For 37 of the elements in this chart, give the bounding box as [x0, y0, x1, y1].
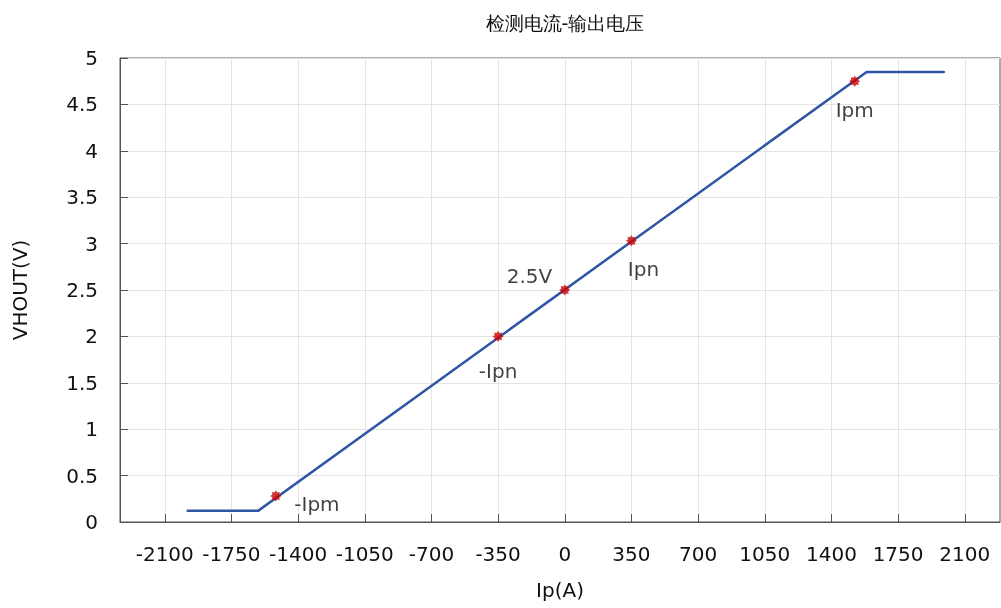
data-label: -Ipm	[294, 492, 340, 517]
y-tick-label: 0.5	[66, 463, 98, 488]
y-tick-label: 0	[85, 510, 98, 534]
x-tick-label: 700	[679, 542, 718, 566]
point	[849, 75, 861, 87]
x-tick-label: -1050	[335, 542, 394, 566]
x-tick-label: -1400	[269, 542, 328, 566]
x-tick-label: -700	[408, 542, 455, 566]
data-label: Ipm	[835, 97, 874, 122]
x-axis-title: Ip(A)	[536, 578, 584, 602]
y-tick-label: 4	[85, 138, 98, 163]
x-tick-label: 1050	[739, 542, 791, 566]
y-tick-label: 4.5	[66, 92, 98, 117]
x-tick-label: -1750	[202, 542, 261, 566]
point	[270, 490, 282, 502]
x-tick-label: 1400	[805, 542, 857, 566]
x-tick-label: 1750	[872, 542, 924, 566]
y-tick-label: 2	[85, 324, 98, 349]
point	[625, 235, 637, 247]
y-tick-label: 1.5	[66, 370, 98, 395]
point	[559, 284, 571, 296]
point	[492, 330, 504, 342]
y-tick-label: 3.5	[66, 185, 98, 210]
x-tick-label: 350	[612, 542, 651, 566]
data-label: -Ipn	[478, 358, 518, 383]
y-tick-label: 3	[85, 231, 98, 256]
x-tick-label: -350	[475, 542, 521, 566]
data-label: 2.5V	[506, 264, 553, 288]
y-tick-label: 1	[85, 417, 98, 442]
x-tick-label: 2100	[939, 542, 991, 566]
x-tick-label: -2100	[135, 542, 194, 566]
data-label: Ipn	[627, 257, 660, 282]
y-tick-label: 5	[85, 46, 98, 70]
x-tick-label: 0	[558, 542, 572, 566]
y-axis-title: VHOUT(V)	[8, 239, 32, 341]
y-tick-label: 2.5	[66, 278, 98, 302]
chart-title: 检测电流-输出电压	[485, 11, 645, 34]
